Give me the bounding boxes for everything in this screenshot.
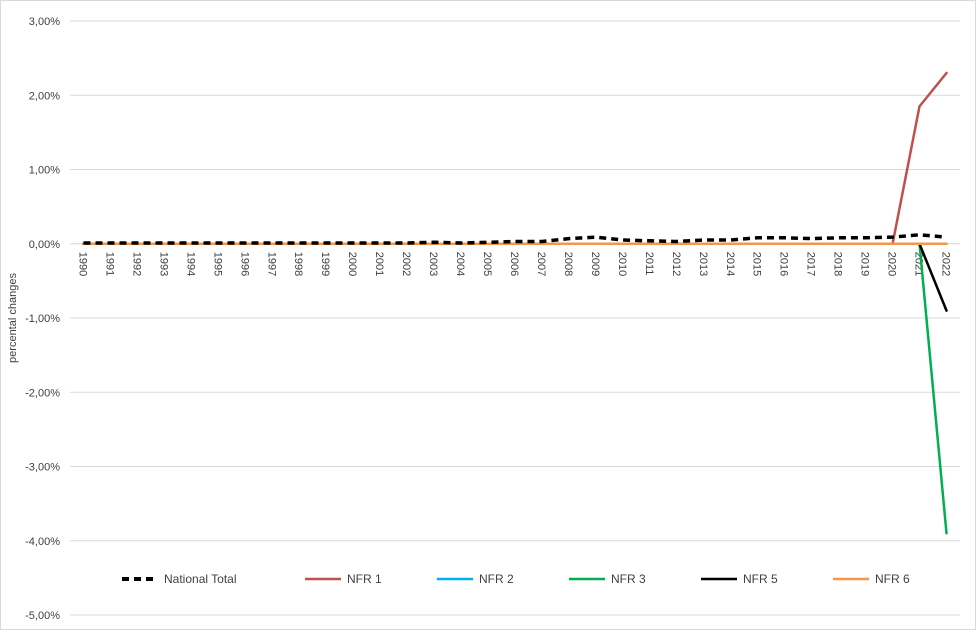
gridlines xyxy=(70,20,960,616)
legend-label: NFR 3 xyxy=(611,572,646,586)
series-line-nfr-3 xyxy=(82,242,948,535)
series-line-nfr-1 xyxy=(82,71,948,246)
x-tick-label: 1990 xyxy=(76,252,88,276)
x-tick-label: 2008 xyxy=(562,252,574,276)
x-tick-label: 1995 xyxy=(211,252,223,276)
x-tick-label: 2010 xyxy=(616,252,628,276)
x-tick-label: 2020 xyxy=(886,252,898,276)
y-tick-label: -3,00% xyxy=(25,462,60,474)
y-tick-label: -1,00% xyxy=(25,313,60,325)
y-tick-label: 2,00% xyxy=(29,90,60,102)
x-tick-label: 2018 xyxy=(832,252,844,276)
x-tick-label: 2001 xyxy=(373,252,385,276)
y-tick-label: 0,00% xyxy=(29,239,60,251)
y-tick-label: 1,00% xyxy=(29,165,60,177)
x-tick-label: 1999 xyxy=(319,252,331,276)
legend-label: NFR 2 xyxy=(479,572,514,586)
x-tick-label: 2011 xyxy=(643,252,655,276)
x-tick-label: 2013 xyxy=(697,252,709,276)
x-tick-label: 2009 xyxy=(589,252,601,276)
x-tick-label: 2005 xyxy=(481,252,493,276)
x-tick-label: 2012 xyxy=(670,252,682,276)
legend: National Total NFR 1 NFR 2 NFR 3 NFR 5 NFR 6 xyxy=(122,572,910,586)
y-axis-tick-labels: 3,00% 2,00% 1,00% 0,00% -1,00% -2,00% -3,00% -4… xyxy=(25,16,60,622)
y-tick-label: -5,00% xyxy=(25,610,60,622)
x-tick-label: 1993 xyxy=(157,252,169,276)
y-tick-label: -4,00% xyxy=(25,536,60,548)
y-tick-label: -2,00% xyxy=(25,387,60,399)
legend-label: NFR 5 xyxy=(743,572,778,586)
x-tick-label: 2017 xyxy=(805,252,817,276)
x-tick-label: 2003 xyxy=(427,252,439,276)
x-tick-label: 1991 xyxy=(103,252,115,276)
x-tick-label: 1994 xyxy=(184,252,196,276)
x-tick-label: 2002 xyxy=(400,252,412,276)
x-axis-tick-labels: 1990 1991 1992 1993 1994 1995 1996 1997 1998 1999… xyxy=(76,252,951,276)
series-line-national-total xyxy=(83,233,947,245)
x-tick-label: 2014 xyxy=(724,252,736,276)
y-axis-title: percental changes xyxy=(7,273,19,363)
x-tick-label: 2000 xyxy=(346,252,358,276)
y-tick-label: 3,00% xyxy=(29,16,60,28)
x-tick-label: 1996 xyxy=(238,252,250,276)
legend-label: National Total xyxy=(164,572,237,586)
x-tick-label: 2015 xyxy=(751,252,763,276)
legend-label: NFR 6 xyxy=(875,572,910,586)
x-tick-label: 2016 xyxy=(778,252,790,276)
series-lines xyxy=(82,71,948,535)
x-tick-label: 2019 xyxy=(859,252,871,276)
x-tick-label: 2006 xyxy=(508,252,520,276)
x-tick-label: 1998 xyxy=(292,252,304,276)
x-tick-label: 2022 xyxy=(940,252,952,276)
x-tick-label: 2004 xyxy=(454,252,466,276)
legend-label: NFR 1 xyxy=(347,572,382,586)
x-tick-label: 1997 xyxy=(265,252,277,276)
x-tick-label: 2007 xyxy=(535,252,547,276)
x-tick-label: 1992 xyxy=(130,252,142,276)
